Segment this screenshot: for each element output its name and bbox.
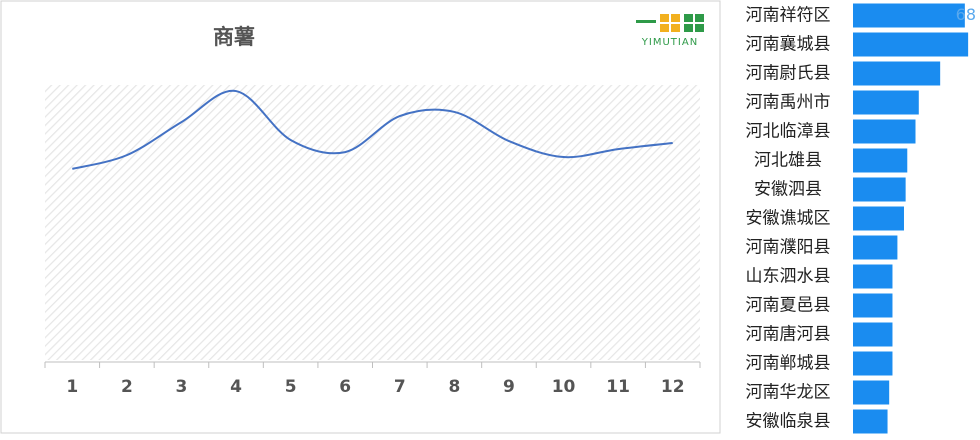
bar-label: 河南夏邑县	[746, 296, 831, 316]
x-tick-label: 8	[448, 377, 460, 397]
bar	[853, 235, 898, 260]
bar-label: 河南祥符区	[746, 6, 831, 26]
x-tick-label: 3	[176, 377, 188, 397]
bar-label: 河南唐河县	[746, 324, 831, 345]
bar-label: 安徽临泉县	[746, 412, 831, 432]
x-tick-label: 6	[339, 377, 351, 397]
x-tick-label: 2	[121, 377, 133, 397]
bar	[853, 409, 888, 434]
x-tick-label: 1	[66, 377, 78, 397]
bar-label: 河北雄县	[754, 151, 822, 171]
bar	[853, 351, 893, 376]
bar	[853, 3, 965, 28]
bar-label: 山东泗水县	[746, 267, 831, 287]
bar	[853, 293, 893, 318]
bar-label: 河南襄城县	[746, 34, 831, 55]
x-tick-label: 7	[394, 377, 406, 397]
bar-label: 河南禹州市	[746, 93, 831, 113]
bar	[853, 206, 904, 231]
bar	[853, 32, 969, 57]
bar	[853, 90, 919, 115]
bar	[853, 177, 906, 202]
logo-icon	[636, 14, 704, 32]
bar-label: 安徽泗县	[754, 180, 822, 200]
bar	[853, 119, 916, 144]
bar	[853, 264, 893, 289]
x-tick-label: 9	[503, 377, 515, 397]
bar	[853, 322, 893, 347]
bar-label: 河南华龙区	[746, 383, 831, 403]
bar-label: 安徽谯城区	[746, 209, 831, 229]
plot-background	[45, 85, 700, 360]
bar	[853, 148, 908, 173]
logo-text: YIMUTIAN	[641, 37, 698, 48]
x-tick-label: 4	[230, 377, 242, 397]
bar-label: 河南尉氏县	[746, 64, 831, 84]
chart-title: 商薯	[213, 25, 255, 49]
value-label: 68	[956, 5, 976, 24]
x-tick-label: 5	[285, 377, 297, 397]
line-series	[72, 89, 673, 170]
bar	[853, 61, 941, 86]
x-tick-label: 10	[552, 377, 576, 397]
bar-label: 河北临漳县	[746, 122, 831, 142]
x-tick-label: 12	[661, 377, 685, 397]
bar	[853, 380, 890, 405]
bar-label: 河南濮阳县	[746, 238, 831, 258]
x-tick-label: 11	[606, 377, 630, 397]
bar-label: 河南郸城县	[746, 354, 831, 374]
